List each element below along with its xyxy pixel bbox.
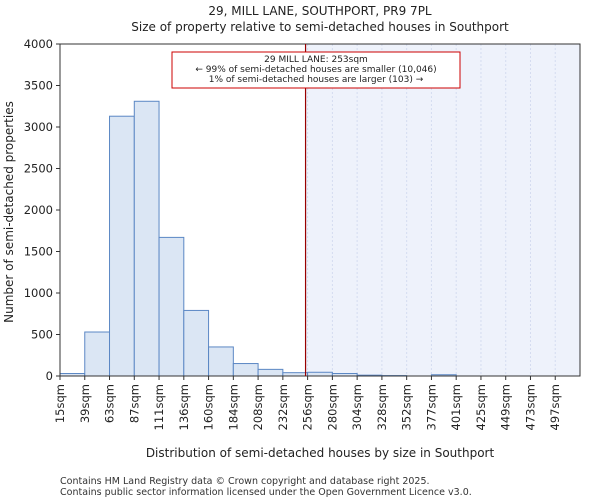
x-tick-label: 232sqm [276,384,290,430]
x-tick-label: 352sqm [400,384,414,430]
x-axis-label: Distribution of semi-detached houses by … [146,446,495,460]
chart-subtitle: Size of property relative to semi-detach… [131,20,509,34]
y-tick-label: 2000 [24,203,53,217]
bar-87sqm [133,100,160,377]
annotation-line-2: ← 99% of semi-detached houses are smalle… [195,65,436,75]
bar-160sqm [208,346,234,377]
y-tick-label: 3500 [24,79,53,93]
y-tick-label: 4000 [24,37,53,51]
y-tick-label: 3000 [24,120,53,134]
larger-region-highlight [305,44,580,376]
x-tick-label: 497sqm [548,384,562,430]
x-tick-label: 136sqm [177,384,191,430]
x-tick-label: 208sqm [251,384,265,430]
bar-208sqm [257,368,284,377]
y-tick-label: 500 [31,328,53,342]
x-tick-label: 160sqm [202,384,216,430]
annotation-line-3: 1% of semi-detached houses are larger (1… [209,75,424,85]
y-tick-label: 1500 [24,245,53,259]
y-tick-label: 0 [46,369,53,383]
bar-184sqm [232,363,259,377]
x-tick-label: 473sqm [523,384,537,430]
footer-line-1: Contains HM Land Registry data © Crown c… [60,476,430,487]
chart-title: 29, MILL LANE, SOUTHPORT, PR9 7PL [208,4,432,18]
y-tick-label: 2500 [24,162,53,176]
x-tick-label: 449sqm [499,384,513,430]
annotation-box [171,51,461,89]
x-tick-label: 63sqm [103,384,117,423]
bar-39sqm [84,331,111,377]
bar-63sqm [109,115,135,377]
y-tick-label: 1000 [24,286,53,300]
bar-256sqm [307,371,333,377]
x-tick-label: 425sqm [474,384,488,430]
x-tick-label: 87sqm [127,384,141,423]
x-tick-label: 184sqm [226,384,240,430]
annotation-line-1: 29 MILL LANE: 253sqm [264,55,368,65]
x-tick-label: 401sqm [449,384,463,430]
x-tick-label: 15sqm [53,384,67,423]
plot-area: 0 500 1000 1500 2000 2500 3000 3500 4000 15sqm 39s… [24,37,581,430]
x-tick-label: 111sqm [152,384,166,430]
footer-line-2: Contains public sector information licen… [60,487,472,498]
x-tick-label: 39sqm [78,384,92,423]
x-tick-label: 280sqm [325,384,339,430]
bar-136sqm [183,309,210,377]
x-tick-label: 328sqm [375,384,389,430]
y-axis-label: Number of semi-detached properties [2,101,16,323]
bar-111sqm [158,236,185,377]
x-tick-label: 304sqm [350,384,364,430]
x-tick-label: 256sqm [301,384,315,430]
x-tick-label: 377sqm [424,384,438,430]
